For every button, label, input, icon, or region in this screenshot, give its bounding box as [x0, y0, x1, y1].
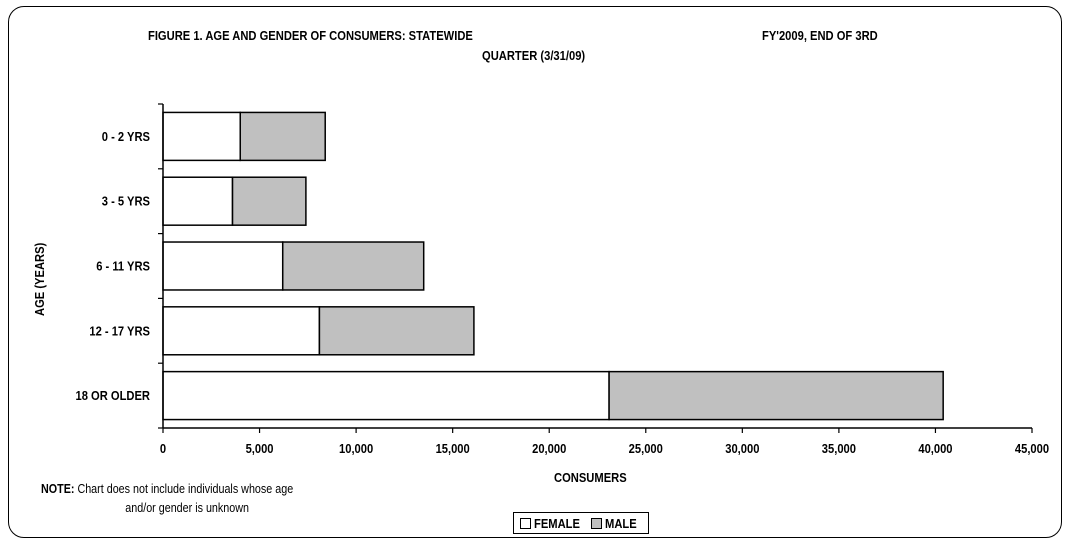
legend-item-female: FEMALE [520, 516, 587, 531]
legend-label-male: MALE [605, 515, 638, 531]
y-tick-label-3: 12 - 17 YRS [89, 324, 150, 339]
y-tick-label-0: 0 - 2 YRS [102, 129, 150, 144]
x-tick-label-8: 40,000 [918, 441, 952, 456]
chart-legend: FEMALE MALE [513, 512, 650, 534]
y-tick-label-2: 6 - 11 YRS [96, 259, 150, 274]
x-tick-label-1: 5,000 [246, 441, 274, 456]
chart-title-left: FIGURE 1. AGE AND GENDER OF CONSUMERS: S… [148, 28, 473, 43]
bar-female-1 [162, 176, 234, 226]
bar-female-3 [162, 306, 321, 356]
note-label: NOTE: [41, 482, 75, 496]
bar-female-2 [162, 241, 284, 291]
bar-female-4 [162, 370, 610, 421]
note-line2: and/or gender is unknown [125, 501, 249, 515]
bar-male-2 [281, 241, 425, 291]
x-tick-label-4: 20,000 [532, 441, 566, 456]
legend-swatch-male [591, 517, 603, 529]
x-tick-label-0: 0 [160, 441, 166, 456]
bar-male-0 [239, 111, 326, 162]
note-line1: Chart does not include individuals whose… [77, 482, 294, 496]
x-axis-label: CONSUMERS [554, 470, 627, 485]
x-tick-label-5: 25,000 [629, 441, 663, 456]
chart-note: NOTE: Chart does not include individuals… [41, 480, 293, 518]
bar-male-3 [318, 306, 475, 356]
bar-female-0 [162, 111, 241, 162]
x-tick-label-7: 35,000 [822, 441, 856, 456]
y-tick-label-1: 3 - 5 YRS [102, 194, 150, 209]
bar-male-4 [608, 370, 944, 421]
chart-frame [8, 6, 1062, 538]
y-tick-label-4: 18 OR OLDER [76, 388, 151, 403]
x-tick-label-3: 15,000 [436, 441, 470, 456]
chart-title-line2: QUARTER (3/31/09) [482, 48, 586, 63]
chart-title-right: FY'2009, END OF 3RD [762, 28, 878, 43]
legend-swatch-female [520, 517, 531, 529]
legend-label-female: FEMALE [534, 515, 580, 531]
bar-male-1 [231, 176, 307, 226]
x-tick-label-6: 30,000 [725, 441, 759, 456]
legend-item-male: MALE [591, 516, 642, 531]
x-tick-label-9: 45,000 [1015, 441, 1049, 456]
x-tick-label-2: 10,000 [339, 441, 373, 456]
